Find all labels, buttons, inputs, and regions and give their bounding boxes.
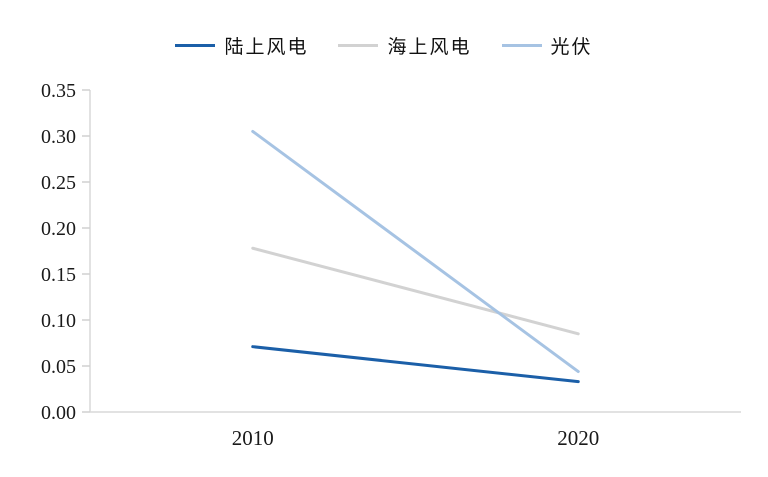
y-axis-tick-label: 0.05: [41, 356, 76, 378]
x-axis-tick-label: 2010: [232, 426, 274, 450]
y-axis-tick-label: 0.10: [41, 310, 76, 332]
legend-item-onshore-wind: 陆上风电: [175, 32, 308, 59]
series-line-光伏: [251, 129, 580, 374]
y-axis-tick-label: 0.30: [41, 126, 76, 148]
y-axis-tick-label: 0.25: [41, 172, 76, 194]
legend-label: 光伏: [550, 37, 593, 58]
series-line-海上风电: [251, 246, 580, 336]
y-axis-tick-label: 0.15: [41, 264, 76, 286]
legend-item-offshore-wind: 海上风电: [338, 32, 471, 59]
y-axis-tick-label: 0.35: [41, 80, 76, 102]
offshore-wind-line-swatch-icon: [338, 44, 379, 47]
chart-legend: 陆上风电 海上风电 光伏: [0, 32, 768, 59]
legend-label: 海上风电: [387, 37, 472, 58]
series-line-陆上风电: [251, 345, 580, 384]
legend-label: 陆上风电: [224, 37, 309, 58]
y-axis-tick-label: 0.00: [41, 402, 76, 424]
x-axis-tick-label: 2020: [557, 426, 599, 450]
solar-pv-line-swatch-icon: [501, 44, 542, 47]
y-axis-tick-label: 0.20: [41, 218, 76, 240]
legend-item-solar-pv: 光伏: [501, 32, 593, 59]
onshore-wind-line-swatch-icon: [175, 44, 216, 47]
